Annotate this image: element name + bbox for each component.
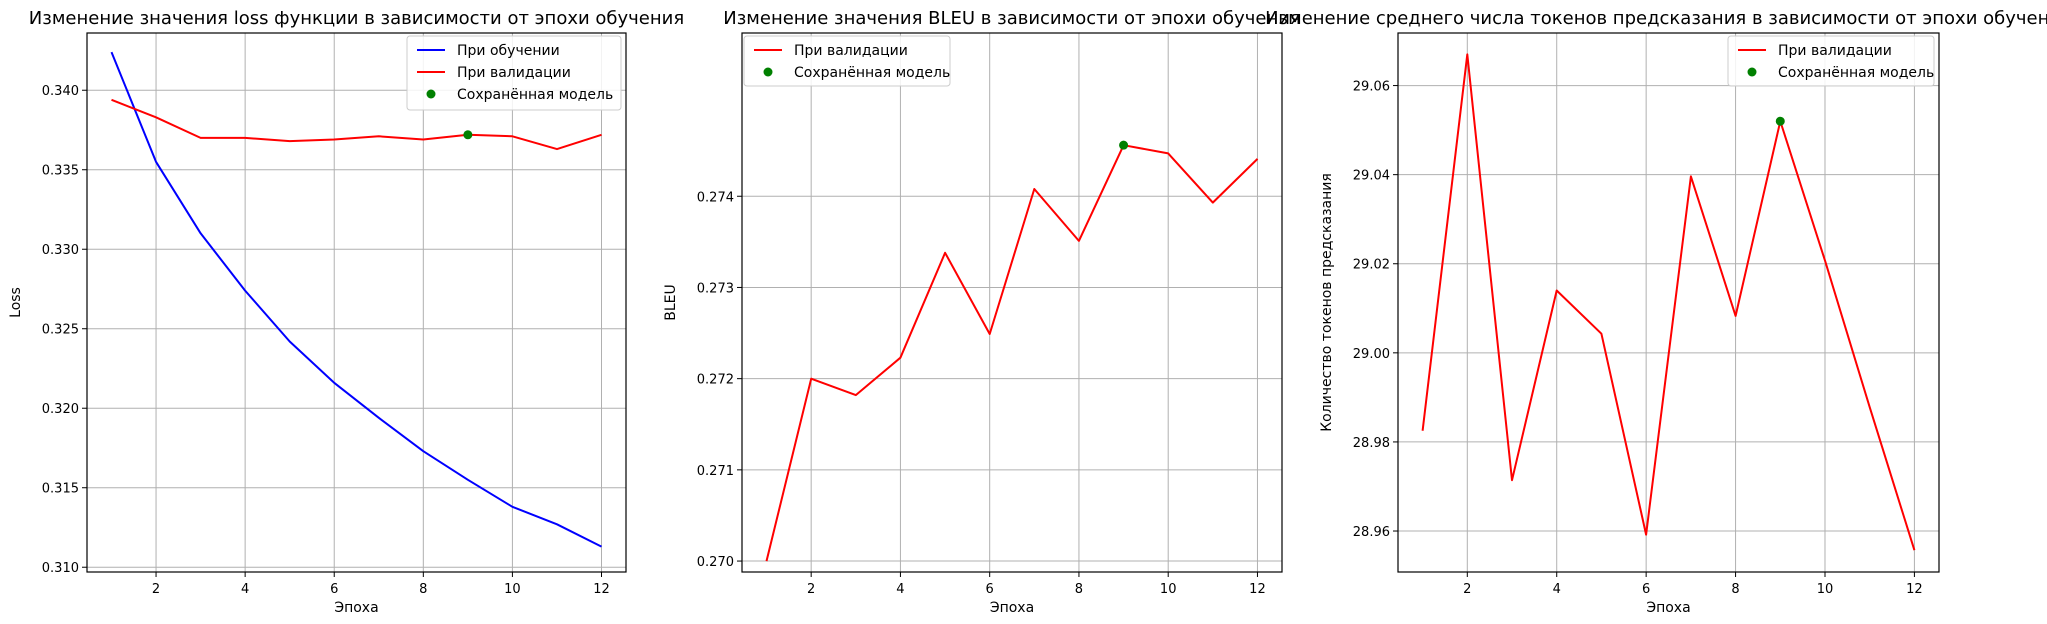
x-tick-label: 12 (593, 582, 610, 597)
x-tick-label: 4 (241, 582, 249, 597)
y-axis-label: Количество токенов предсказания (1319, 173, 1335, 432)
x-tick-label: 4 (1553, 582, 1561, 597)
y-tick-label: 29.04 (1353, 169, 1390, 184)
x-tick-label: 10 (504, 582, 521, 597)
legend-box (406, 35, 622, 111)
x-tick-label: 8 (419, 582, 427, 597)
x-tick-label: 2 (807, 582, 815, 597)
legend: При обучении При валидации Сохранённая мод… (406, 35, 622, 111)
x-tick-label: 12 (1249, 582, 1266, 597)
x-tick-label: 6 (330, 582, 338, 597)
x-axis-label: Эпоха (990, 600, 1034, 616)
legend-entry: При валидации (1778, 43, 1892, 59)
plot-frame (86, 32, 627, 573)
legend-marker-swatch (763, 67, 773, 77)
saved-model-marker (1119, 140, 1129, 150)
y-tick-label: 0.325 (42, 323, 79, 338)
y-tick-label: 28.96 (1353, 525, 1390, 540)
x-tick-label: 2 (1463, 582, 1471, 597)
legend-marker-swatch (426, 89, 436, 99)
saved-model-marker (463, 130, 473, 140)
x-tick-label: 4 (896, 582, 904, 597)
y-tick-label: 29.02 (1353, 258, 1390, 273)
y-tick-label: 29.00 (1353, 347, 1390, 362)
legend-box (743, 35, 951, 87)
chart-2: 2 4 6 8 10 12 0.270 0.271 0.272 0.273 0.274 Изменен… (663, 8, 1301, 616)
x-tick-label: 10 (1817, 582, 1834, 597)
series-line (111, 98, 602, 151)
y-tick-label: 0.270 (697, 555, 734, 570)
x-tick-label: 6 (986, 582, 994, 597)
legend-box (1727, 35, 1935, 87)
legend-entry: Сохранённая модель (457, 87, 613, 103)
x-tick-label: 12 (1906, 582, 1923, 597)
y-tick-label: 0.272 (697, 373, 734, 388)
legend: При валидации Сохранённая модель (1727, 35, 1935, 87)
series-line (110, 51, 602, 548)
y-tick-label: 28.98 (1353, 436, 1390, 451)
series-line (1421, 53, 1916, 551)
series-line (765, 144, 1259, 562)
chart-3: 2 4 6 8 10 12 28.96 28.98 29.00 29.02 29.04 29.06 Из… (1265, 8, 2047, 616)
legend: При валидации Сохранённая модель (743, 35, 951, 87)
x-tick-label: 8 (1731, 582, 1739, 597)
chart-title: Изменение среднего числа токенов предска… (1265, 8, 2047, 29)
y-tick-label: 0.335 (42, 164, 79, 179)
legend-entry: Сохранённая модель (794, 65, 950, 81)
y-axis-label: Loss (8, 287, 24, 318)
y-tick-label: 0.271 (697, 464, 734, 479)
y-tick-label: 0.330 (42, 243, 79, 258)
y-tick-label: 0.340 (42, 84, 79, 99)
chart-title: Изменение значения BLEU в зависимости от… (723, 8, 1301, 29)
x-tick-label: 8 (1075, 582, 1083, 597)
plot-frame (1397, 32, 1940, 573)
chart-1: 2 4 6 8 10 12 0.310 0.315 0.320 0.325 0.330 0.335 0.… (8, 8, 684, 616)
chart-title: Изменение значения loss функции в зависи… (29, 8, 684, 29)
plot-frame (741, 32, 1283, 573)
y-tick-label: 29.06 (1353, 80, 1390, 95)
y-tick-label: 0.315 (42, 482, 79, 497)
legend-entry: При обучении (457, 43, 560, 59)
x-axis-label: Эпоха (334, 600, 378, 616)
legend-entry: При валидации (794, 43, 908, 59)
legend-entry: При валидации (457, 65, 571, 81)
x-tick-label: 2 (152, 582, 160, 597)
legend-marker-swatch (1747, 67, 1757, 77)
y-tick-label: 0.310 (42, 561, 79, 576)
y-tick-label: 0.273 (697, 281, 734, 296)
x-tick-label: 10 (1160, 582, 1177, 597)
x-tick-label: 6 (1642, 582, 1650, 597)
y-tick-label: 0.320 (42, 402, 79, 417)
y-axis-label: BLEU (663, 284, 679, 321)
saved-model-marker (1775, 116, 1785, 126)
x-axis-label: Эпоха (1646, 600, 1690, 616)
legend-entry: Сохранённая модель (1778, 65, 1934, 81)
y-tick-label: 0.274 (697, 190, 734, 205)
